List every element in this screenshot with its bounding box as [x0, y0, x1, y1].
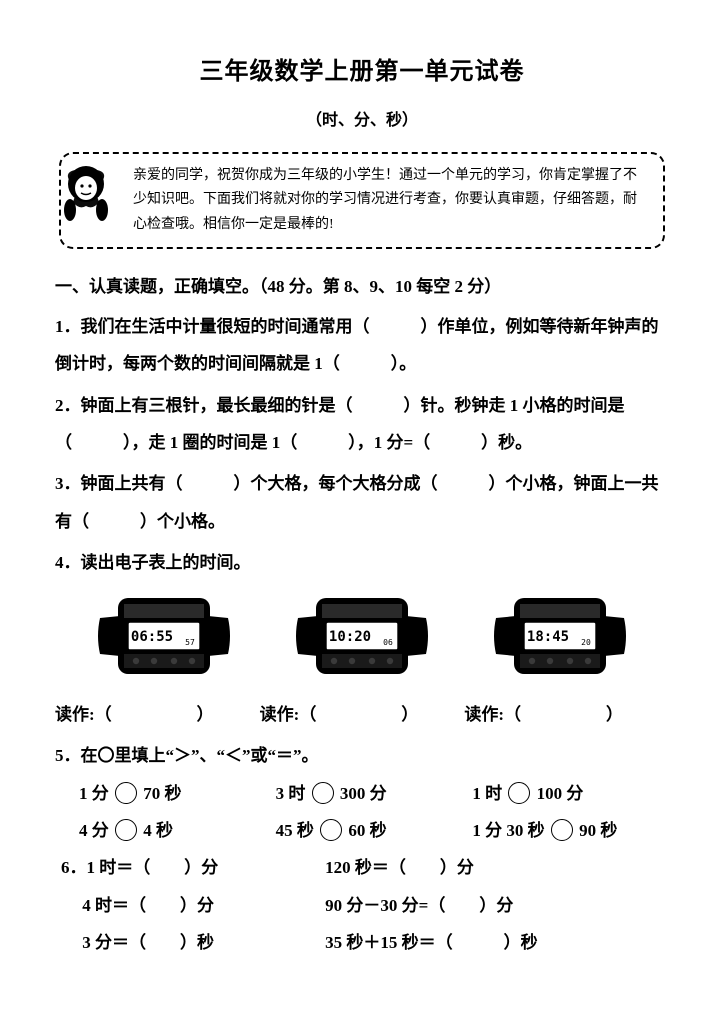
- question-1: 1．我们在生活中计量很短的时间通常用（ ）作单位，例如等待新年钟声的倒计时，每两…: [55, 308, 669, 383]
- q5-row-2: 4 分 4 秒 45 秒 60 秒 1 分 30 秒 90 秒: [55, 812, 669, 849]
- svg-text:57: 57: [185, 638, 195, 647]
- q6-row-2: 4 时＝（ ）分 90 分－30 分=（ ）分: [55, 887, 669, 924]
- read-label-2: 读作:（ ）: [260, 699, 465, 731]
- question-4: 4．读出电子表上的时间。: [55, 544, 669, 581]
- svg-text:20: 20: [581, 638, 591, 647]
- q6-2-1: 4 时＝（ ）分: [55, 887, 325, 924]
- q6-row-3: 3 分＝（ ）秒 35 秒＋15 秒＝（ ）秒: [55, 924, 669, 961]
- watch-icon: 06:55 57: [94, 590, 234, 682]
- intro-box: 亲爱的同学，祝贺你成为三年级的小学生！通过一个单元的学习，你肯定掌握了不少知识吧…: [59, 152, 665, 250]
- q5-2-1: 4 分 4 秒: [55, 812, 276, 849]
- svg-text:06: 06: [383, 638, 393, 647]
- page-title: 三年级数学上册第一单元试卷: [55, 50, 669, 96]
- q6-1-1: 6．1 时＝（ ）分: [55, 849, 325, 886]
- question-3: 3．钟面上共有（ ）个大格，每个大格分成（ ）个小格，钟面上一共有（ ）个小格。: [55, 465, 669, 540]
- read-label-1: 读作:（ ）: [55, 699, 260, 731]
- section-1-head: 一、认真读题，正确填空。（48 分。第 8、9、10 每空 2 分）: [55, 271, 669, 303]
- watches-row: 06:55 57 10:20 06 18:45 20: [55, 590, 669, 693]
- watch-2: 10:20 06: [292, 590, 432, 693]
- watch-3: 18:45 20: [490, 590, 630, 693]
- read-label-3: 读作:（ ）: [464, 699, 669, 731]
- watch-icon: 10:20 06: [292, 590, 432, 682]
- read-labels-row: 读作:（ ） 读作:（ ） 读作:（ ）: [55, 699, 669, 731]
- q6-3-2: 35 秒＋15 秒＝（ ）秒: [325, 924, 669, 961]
- question-5: 5．在〇里填上“＞”、“＜”或“＝”。: [55, 737, 669, 774]
- q6-row-1: 6．1 时＝（ ）分 120 秒＝（ ）分: [55, 849, 669, 886]
- q5-1-2: 3 时 300 分: [276, 775, 473, 812]
- q5-row-1: 1 分 70 秒 3 时 300 分 1 时 100 分: [55, 775, 669, 812]
- q6-1-2: 120 秒＝（ ）分: [325, 849, 669, 886]
- watch-1: 06:55 57: [94, 590, 234, 693]
- svg-text:18:45: 18:45: [527, 629, 569, 645]
- q5-1-3: 1 时 100 分: [472, 775, 669, 812]
- intro-text: 亲爱的同学，祝贺你成为三年级的小学生！通过一个单元的学习，你肯定掌握了不少知识吧…: [133, 168, 637, 232]
- q6-3-1: 3 分＝（ ）秒: [55, 924, 325, 961]
- svg-text:06:55: 06:55: [131, 629, 173, 645]
- page-subtitle: （时、分、秒）: [55, 106, 669, 136]
- watch-icon: 18:45 20: [490, 590, 630, 682]
- svg-text:10:20: 10:20: [329, 629, 371, 645]
- student-avatar-icon: [57, 162, 115, 226]
- q5-2-2: 45 秒 60 秒: [276, 812, 473, 849]
- q5-1-1: 1 分 70 秒: [55, 775, 276, 812]
- question-2: 2．钟面上有三根针，最长最细的针是（ ）针。秒钟走 1 小格的时间是（ ），走 …: [55, 387, 669, 462]
- q6-2-2: 90 分－30 分=（ ）分: [325, 887, 669, 924]
- q5-2-3: 1 分 30 秒 90 秒: [472, 812, 669, 849]
